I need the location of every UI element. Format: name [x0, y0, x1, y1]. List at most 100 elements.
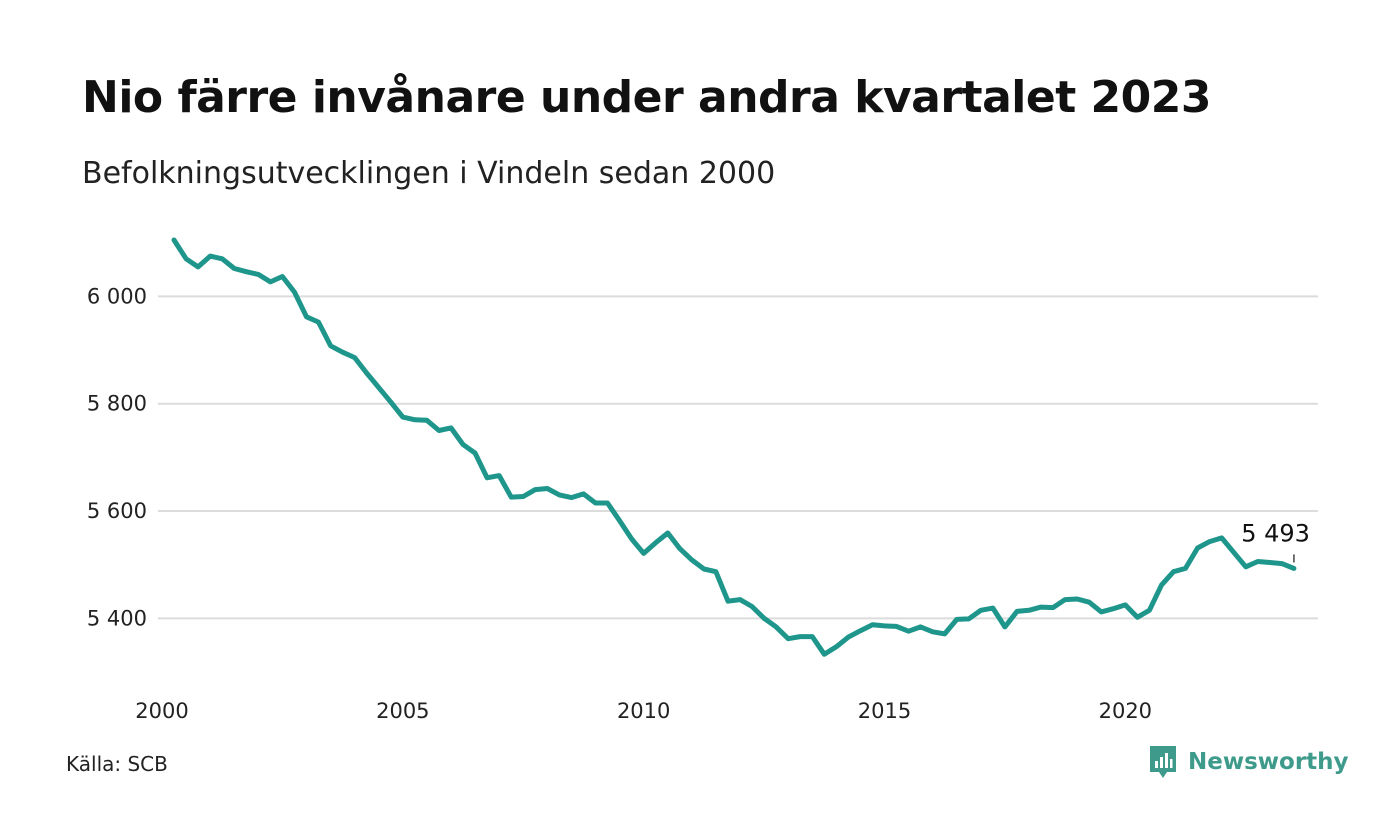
data-point: [605, 501, 610, 506]
y-tick-label: 5 800: [87, 392, 147, 416]
data-point: [449, 425, 454, 430]
data-point: [1099, 609, 1104, 614]
data-point: [244, 269, 249, 274]
data-point: [798, 634, 803, 639]
data-point: [1195, 546, 1200, 551]
data-point: [882, 623, 887, 628]
data-point: [870, 622, 875, 627]
data-point: [822, 652, 827, 657]
page-subtitle: Befolkningsutvecklingen i Vindeln sedan …: [82, 156, 776, 191]
data-point: [1171, 569, 1176, 574]
data-point: [352, 355, 357, 360]
data-point: [521, 494, 526, 499]
data-point: [232, 266, 237, 271]
data-point: [629, 536, 634, 541]
y-tick-label: 5 400: [87, 606, 147, 630]
data-point: [966, 616, 971, 621]
data-point: [930, 629, 935, 634]
data-point: [689, 557, 694, 562]
series-line: [171, 237, 1297, 657]
data-point: [990, 606, 995, 611]
data-point: [653, 540, 658, 545]
data-point: [1123, 602, 1128, 607]
data-point: [184, 256, 189, 261]
data-point: [1267, 560, 1272, 565]
x-axis-labels: 2000 2005 2010 2015 2020: [135, 699, 1152, 723]
data-point: [340, 350, 345, 355]
data-point: [665, 531, 670, 536]
data-point: [677, 546, 682, 551]
data-point: [978, 608, 983, 613]
data-point: [918, 624, 923, 629]
data-point: [774, 624, 779, 629]
data-point: [593, 501, 598, 506]
data-point: [557, 492, 562, 497]
data-point: [1015, 609, 1020, 614]
data-point: [738, 597, 743, 602]
annotation-group: 5 493: [1241, 519, 1310, 563]
data-point: [364, 371, 369, 376]
source-note: Källa: SCB: [66, 752, 168, 776]
y-tick-label: 5 600: [87, 499, 147, 523]
data-point: [846, 635, 851, 640]
data-point: [497, 473, 502, 478]
data-point: [533, 487, 538, 492]
series-group: [171, 237, 1297, 657]
data-point: [726, 599, 731, 604]
data-point: [280, 274, 285, 279]
data-point: [1183, 566, 1188, 571]
data-point: [810, 634, 815, 639]
data-point: [304, 314, 309, 319]
x-tick-label: 2005: [376, 699, 429, 723]
newsworthy-logo-icon: [1150, 746, 1176, 778]
data-point: [424, 418, 429, 423]
data-point: [617, 518, 622, 523]
data-point: [750, 604, 755, 609]
data-point: [388, 400, 393, 405]
x-tick-label: 2010: [617, 699, 670, 723]
data-point: [473, 451, 478, 456]
data-point: [1002, 624, 1007, 629]
data-point: [461, 442, 466, 447]
data-point: [762, 616, 767, 621]
data-point: [316, 320, 321, 325]
data-point: [256, 272, 261, 277]
data-point: [1039, 605, 1044, 610]
data-point: [485, 475, 490, 480]
grid-lines: [158, 295, 1318, 620]
annotation-label: 5 493: [1241, 519, 1310, 547]
brand-name: Newsworthy: [1188, 749, 1349, 775]
y-tick-label: 6 000: [87, 284, 147, 308]
data-point: [1243, 564, 1248, 569]
data-point: [376, 385, 381, 390]
data-point: [1027, 608, 1032, 613]
data-point: [509, 495, 514, 500]
x-tick-label: 2015: [858, 699, 911, 723]
data-point: [713, 569, 718, 574]
data-point: [569, 495, 574, 500]
data-point: [581, 491, 586, 496]
data-point: [437, 428, 442, 433]
data-point: [400, 415, 405, 420]
data-point: [786, 636, 791, 641]
data-point: [1087, 600, 1092, 605]
data-point: [942, 631, 947, 636]
data-point: [641, 551, 646, 556]
data-point: [858, 628, 863, 633]
data-point: [894, 624, 899, 629]
data-point: [954, 617, 959, 622]
data-point: [906, 629, 911, 634]
brand-logo: Newsworthy: [1148, 744, 1349, 780]
data-point: [412, 417, 417, 422]
data-point: [1147, 608, 1152, 613]
data-point: [328, 343, 333, 348]
data-point: [1279, 561, 1284, 566]
data-point: [1231, 550, 1236, 555]
data-point: [172, 238, 177, 243]
data-point: [1135, 615, 1140, 620]
data-point: [1075, 597, 1080, 602]
data-point: [208, 254, 213, 259]
data-point: [1207, 539, 1212, 544]
data-point: [1291, 566, 1296, 571]
